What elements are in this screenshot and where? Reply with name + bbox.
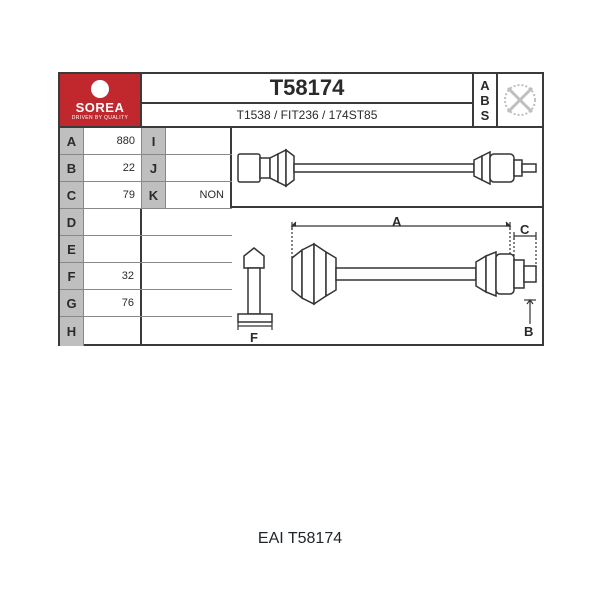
title-cell: T58174 T1538 / FIT236 / 174ST85 [142, 74, 474, 126]
spec-val: NON [166, 182, 232, 208]
caption-pn: T58174 [288, 530, 342, 547]
spec-val: 22 [84, 155, 142, 181]
axle-dimension-icon [232, 208, 542, 346]
spec-key: I [142, 128, 166, 154]
product-caption: EAI T58174 [0, 530, 600, 548]
spec-key: F [60, 263, 84, 289]
abs-label: A B S [474, 74, 498, 126]
spec-val [84, 317, 142, 346]
spec-row-b: B 22 J [60, 155, 232, 182]
spec-row-f: F 32 [60, 263, 232, 290]
spec-key: A [60, 128, 84, 154]
spec-row-d: D [60, 209, 232, 236]
spec-val: 32 [84, 263, 142, 289]
spec-key: C [60, 182, 84, 208]
spec-val: 880 [84, 128, 142, 154]
dim-c-label: C [520, 222, 529, 237]
spec-table: A 880 I B 22 J C 79 K NON D E [60, 128, 232, 346]
abs-cross-icon [498, 74, 542, 126]
caption-brand: EAI [258, 530, 284, 547]
dim-b-label: B [524, 324, 533, 339]
abs-a: A [480, 78, 489, 93]
brand-logo: SOREA DRIVEN BY QUALITY [60, 74, 142, 126]
diagram-top-panel [232, 128, 542, 208]
spec-val: 79 [84, 182, 142, 208]
brand-logo-icon [91, 80, 109, 98]
spec-key: H [60, 317, 84, 346]
spec-key: G [60, 290, 84, 316]
spec-key: K [142, 182, 166, 208]
spec-val [166, 155, 232, 181]
brand-tagline: DRIVEN BY QUALITY [72, 115, 128, 121]
spec-key: E [60, 236, 84, 262]
brand-name: SOREA [76, 100, 125, 115]
dim-f-label: F [250, 330, 258, 345]
axle-full-icon [232, 128, 542, 208]
part-number: T58174 [142, 74, 472, 104]
cross-references: T1538 / FIT236 / 174ST85 [142, 104, 472, 126]
spec-card: SOREA DRIVEN BY QUALITY T58174 T1538 / F… [58, 72, 544, 346]
spec-key: B [60, 155, 84, 181]
spec-val [166, 128, 232, 154]
abs-s: S [481, 108, 490, 123]
spec-row-a: A 880 I [60, 128, 232, 155]
spec-row-c: C 79 K NON [60, 182, 232, 209]
spec-row-h: H [60, 317, 232, 346]
spec-row-e: E [60, 236, 232, 263]
header-row: SOREA DRIVEN BY QUALITY T58174 T1538 / F… [60, 74, 542, 128]
diagram-area: A C B F [232, 128, 542, 344]
spec-key: J [142, 155, 166, 181]
spec-key: D [60, 209, 84, 235]
dim-a-label: A [392, 214, 401, 229]
abs-b: B [480, 93, 489, 108]
spec-val [84, 236, 142, 262]
spec-val: 76 [84, 290, 142, 316]
spec-val [84, 209, 142, 235]
spec-row-g: G 76 [60, 290, 232, 317]
